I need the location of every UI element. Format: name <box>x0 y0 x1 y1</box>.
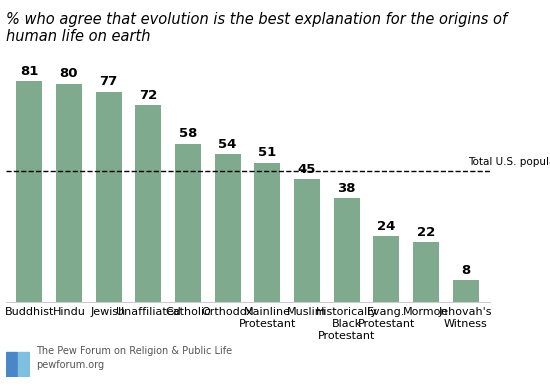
Text: 80: 80 <box>60 67 78 80</box>
Bar <box>294 179 320 302</box>
Text: 54: 54 <box>218 138 237 151</box>
Bar <box>6 351 16 364</box>
Text: 8: 8 <box>461 264 470 277</box>
Bar <box>18 351 29 364</box>
Bar <box>6 365 16 377</box>
Bar <box>373 236 399 302</box>
Text: 45: 45 <box>298 163 316 176</box>
Text: 77: 77 <box>100 75 118 88</box>
Text: Total U.S. population - 48%: Total U.S. population - 48% <box>468 157 550 167</box>
Text: 51: 51 <box>258 146 277 159</box>
Text: % who agree that evolution is the best explanation for the origins of human life: % who agree that evolution is the best e… <box>6 12 507 44</box>
Text: 72: 72 <box>139 89 157 102</box>
Text: 81: 81 <box>20 65 38 77</box>
Text: 22: 22 <box>417 226 435 238</box>
Bar <box>56 84 82 302</box>
Bar <box>135 105 161 302</box>
Text: 24: 24 <box>377 220 395 233</box>
Bar <box>175 144 201 302</box>
Bar <box>255 163 280 302</box>
Bar <box>18 365 29 377</box>
Bar <box>214 154 240 302</box>
Bar <box>453 280 478 302</box>
Text: 38: 38 <box>338 182 356 195</box>
Bar <box>413 242 439 302</box>
Text: The Pew Forum on Religion & Public Life
pewforum.org: The Pew Forum on Religion & Public Life … <box>36 346 232 370</box>
Bar <box>16 81 42 302</box>
Bar <box>334 198 360 302</box>
Text: 58: 58 <box>179 127 197 140</box>
Bar <box>96 92 122 302</box>
